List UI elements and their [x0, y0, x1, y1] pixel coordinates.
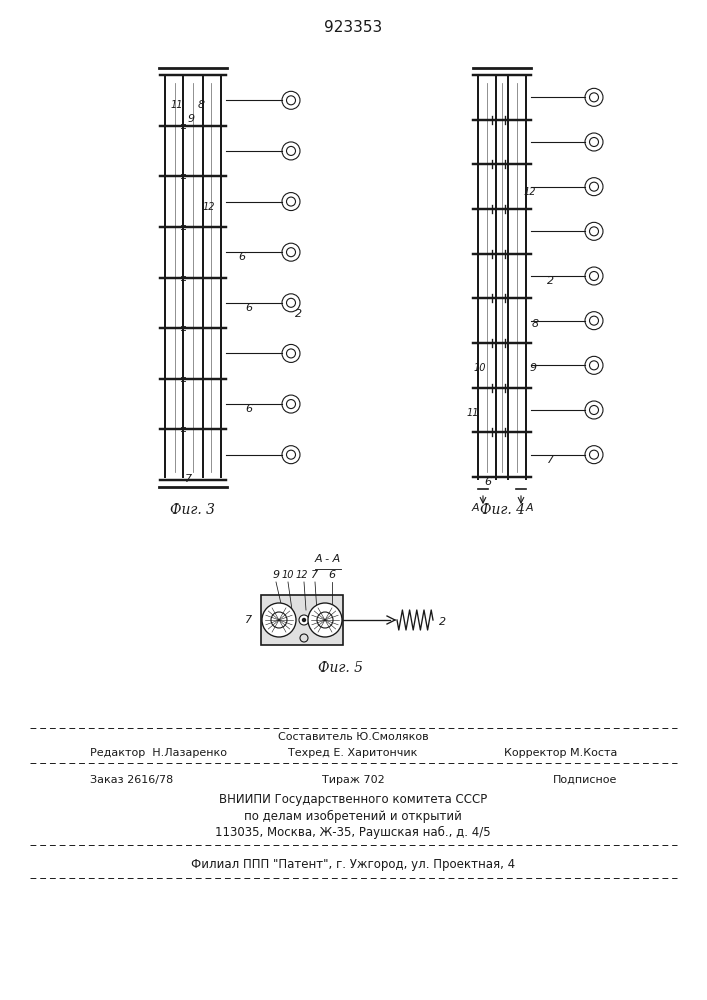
Text: по делам изобретений и открытий: по делам изобретений и открытий [244, 810, 462, 823]
Text: A: A [471, 503, 479, 513]
Text: 12: 12 [203, 202, 216, 212]
Text: 6: 6 [329, 570, 336, 580]
Circle shape [299, 615, 309, 625]
Text: Техред Е. Харитончик: Техред Е. Харитончик [288, 748, 418, 758]
Text: Корректор М.Коста: Корректор М.Коста [503, 748, 617, 758]
Text: Тираж 702: Тираж 702 [322, 775, 385, 785]
Text: Составитель Ю.Смоляков: Составитель Ю.Смоляков [278, 732, 428, 742]
Text: 6: 6 [245, 404, 252, 414]
Text: Фиг. 5: Фиг. 5 [317, 661, 363, 675]
Circle shape [262, 603, 296, 637]
Text: 2: 2 [295, 309, 302, 319]
Text: Редактор  Н.Лазаренко: Редактор Н.Лазаренко [90, 748, 227, 758]
Text: 7: 7 [547, 455, 554, 465]
Text: Фиг. 3: Фиг. 3 [170, 503, 216, 517]
Text: 2: 2 [439, 617, 446, 627]
Text: 8: 8 [532, 319, 539, 329]
Text: Фиг. 4: Фиг. 4 [479, 503, 525, 517]
Bar [261, 595, 343, 645]
Text: Заказ 2616/78: Заказ 2616/78 [90, 775, 173, 785]
Text: 7: 7 [245, 615, 252, 625]
Text: 113035, Москва, Ж-35, Раушская наб., д. 4/5: 113035, Москва, Ж-35, Раушская наб., д. … [215, 826, 491, 839]
Text: 12: 12 [524, 187, 537, 197]
Text: 11: 11 [467, 408, 479, 418]
Text: A: A [525, 503, 533, 513]
Text: 8: 8 [198, 100, 205, 110]
Text: Подписное: Подписное [553, 775, 617, 785]
Text: 2: 2 [547, 276, 554, 286]
Text: 9: 9 [272, 570, 279, 580]
Text: 6: 6 [238, 252, 245, 262]
Text: 9: 9 [188, 114, 195, 124]
Text: 7: 7 [185, 474, 192, 484]
Text: 12: 12 [296, 570, 308, 580]
Text: 7: 7 [312, 570, 319, 580]
Text: 6: 6 [484, 477, 491, 487]
Text: 6: 6 [245, 303, 252, 313]
Text: 11: 11 [171, 100, 184, 110]
Text: 923353: 923353 [324, 20, 382, 35]
Text: ВНИИПИ Государственного комитета СССР: ВНИИПИ Государственного комитета СССР [219, 793, 487, 806]
Text: 10: 10 [282, 570, 294, 580]
Text: Филиал ППП "Патент", г. Ужгород, ул. Проектная, 4: Филиал ППП "Патент", г. Ужгород, ул. Про… [191, 858, 515, 871]
Text: 9: 9 [530, 363, 537, 373]
Text: 10: 10 [474, 363, 486, 373]
Circle shape [303, 618, 305, 621]
Text: A - A: A - A [315, 554, 341, 564]
Circle shape [308, 603, 342, 637]
